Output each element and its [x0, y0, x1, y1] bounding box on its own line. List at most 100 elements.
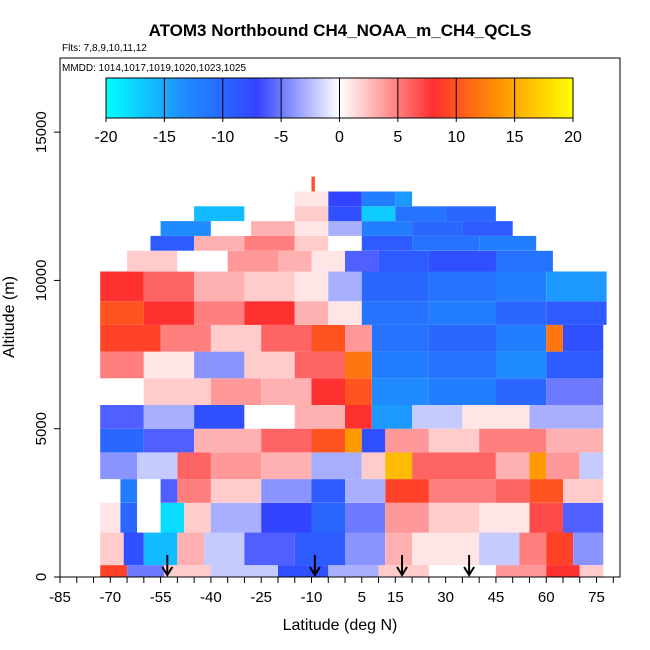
heatmap-cell: [385, 479, 429, 503]
heatmap-cell: [495, 301, 547, 325]
colorbar-tick-label: 10: [447, 129, 465, 146]
colorbar-tick-label: -10: [211, 129, 234, 146]
heatmap-cell: [261, 378, 312, 405]
heatmap-cell: [160, 502, 185, 533]
heatmap-cell: [395, 206, 446, 222]
heatmap-cell: [529, 479, 563, 503]
y-tick-label: 15000: [33, 111, 50, 153]
heatmap-cell: [546, 271, 607, 302]
heatmap-cell: [328, 191, 362, 207]
y-tick-label: 10000: [33, 260, 50, 302]
heatmap-cell: [244, 206, 295, 222]
heatmap-cell: [529, 405, 604, 429]
heatmap-cell: [428, 351, 496, 379]
heatmap-cell: [210, 221, 252, 236]
colorbar-tick-label: 5: [393, 129, 402, 146]
heatmap-cell: [412, 405, 463, 429]
heatmap-cell: [546, 378, 604, 405]
x-tick-label: 45: [488, 589, 505, 606]
heatmap-cell: [244, 301, 295, 325]
heatmap-cell: [385, 428, 429, 453]
heatmap-cell: [278, 565, 329, 577]
heatmap-cell: [495, 565, 547, 577]
heatmap-cell: [345, 351, 372, 379]
heatmap-cell: [428, 250, 496, 272]
heatmap-cell: [194, 405, 245, 429]
arrow-markers: [161, 555, 475, 577]
colorbar-ticks: -20 -15 -10 -5 0 5 10 15 20: [94, 78, 582, 146]
heatmap-cell: [137, 452, 178, 480]
heatmap-cell: [261, 452, 312, 480]
heatmap-cell: [495, 324, 547, 352]
heatmap-cell: [204, 532, 245, 566]
heatmap-cell: [563, 479, 604, 503]
heatmap-cell: [100, 405, 144, 429]
heatmap-cell: [361, 235, 413, 251]
heatmap-cell: [479, 502, 530, 533]
heatmap-cell: [495, 271, 547, 302]
heatmap-cell: [177, 479, 211, 503]
heatmap-cell: [479, 532, 520, 566]
heatmap-cell: [345, 479, 386, 503]
heatmap-cell: [462, 405, 530, 429]
heatmap-cell: [385, 502, 429, 533]
heatmap-cell: [143, 378, 211, 405]
heatmap-cell: [164, 565, 211, 577]
heatmap-cell: [194, 206, 245, 222]
heatmap-cell: [428, 324, 496, 352]
heatmap-cell: [194, 301, 245, 325]
heatmap-cell: [244, 191, 295, 207]
heatmap-cell: [328, 206, 362, 222]
y-tick-label: 5000: [33, 412, 50, 445]
heatmap-cell: [194, 235, 245, 251]
heatmap-cell: [210, 479, 262, 503]
heatmap-cell: [210, 502, 262, 533]
heatmap-cell: [428, 565, 496, 577]
heatmap-cell: [579, 452, 604, 480]
heatmap-cell: [294, 206, 329, 222]
heatmap-cell: [546, 532, 573, 566]
x-axis-title: Latitude (deg N): [283, 617, 398, 634]
heatmap-cell: [345, 405, 372, 429]
heatmap-cell: [428, 301, 496, 325]
heatmap-cell: [100, 301, 144, 325]
heatmap-cell: [345, 502, 386, 533]
heatmap-cell: [345, 378, 372, 405]
heatmap-cell: [546, 428, 604, 453]
heatmap-cell: [328, 271, 362, 302]
x-tick-label: 60: [538, 589, 555, 606]
heatmap-cell: [311, 176, 315, 192]
colorbar-tick-label: -5: [274, 129, 288, 146]
x-tick-label: -70: [99, 589, 121, 606]
x-tick-label: 75: [588, 589, 605, 606]
heatmap-cell: [210, 565, 278, 577]
heatmap-cell: [428, 428, 480, 453]
heatmap-cell: [100, 324, 161, 352]
plot-frame: [59, 57, 621, 578]
colorbar-tick-label: 20: [564, 129, 582, 146]
heatmap-cell: [294, 405, 345, 429]
heatmap-cell: [311, 428, 345, 453]
heatmap-cell: [462, 221, 513, 236]
x-tick-label: -25: [250, 589, 272, 606]
heatmap-cell: [546, 565, 580, 577]
heatmap-cell: [123, 532, 144, 566]
heatmap-cell: [143, 271, 195, 302]
heatmap-cell: [345, 428, 362, 453]
heatmap-cell: [479, 428, 547, 453]
heatmap-cell: [160, 479, 178, 503]
heatmap-cell: [251, 221, 295, 236]
heatmap-cell: [371, 324, 429, 352]
x-tick-label: -10: [301, 589, 323, 606]
heatmap-cell: [311, 502, 345, 533]
heatmap-cell: [184, 502, 211, 533]
heatmap-cell: [127, 565, 164, 577]
heatmap-cell: [120, 479, 138, 503]
heatmap-cell: [361, 301, 429, 325]
heatmap-cell: [278, 250, 312, 272]
heatmap-cell: [100, 378, 144, 405]
heatmap-cell: [328, 221, 362, 236]
heatmap-cell: [371, 351, 429, 379]
heatmap-cell: [227, 250, 278, 272]
